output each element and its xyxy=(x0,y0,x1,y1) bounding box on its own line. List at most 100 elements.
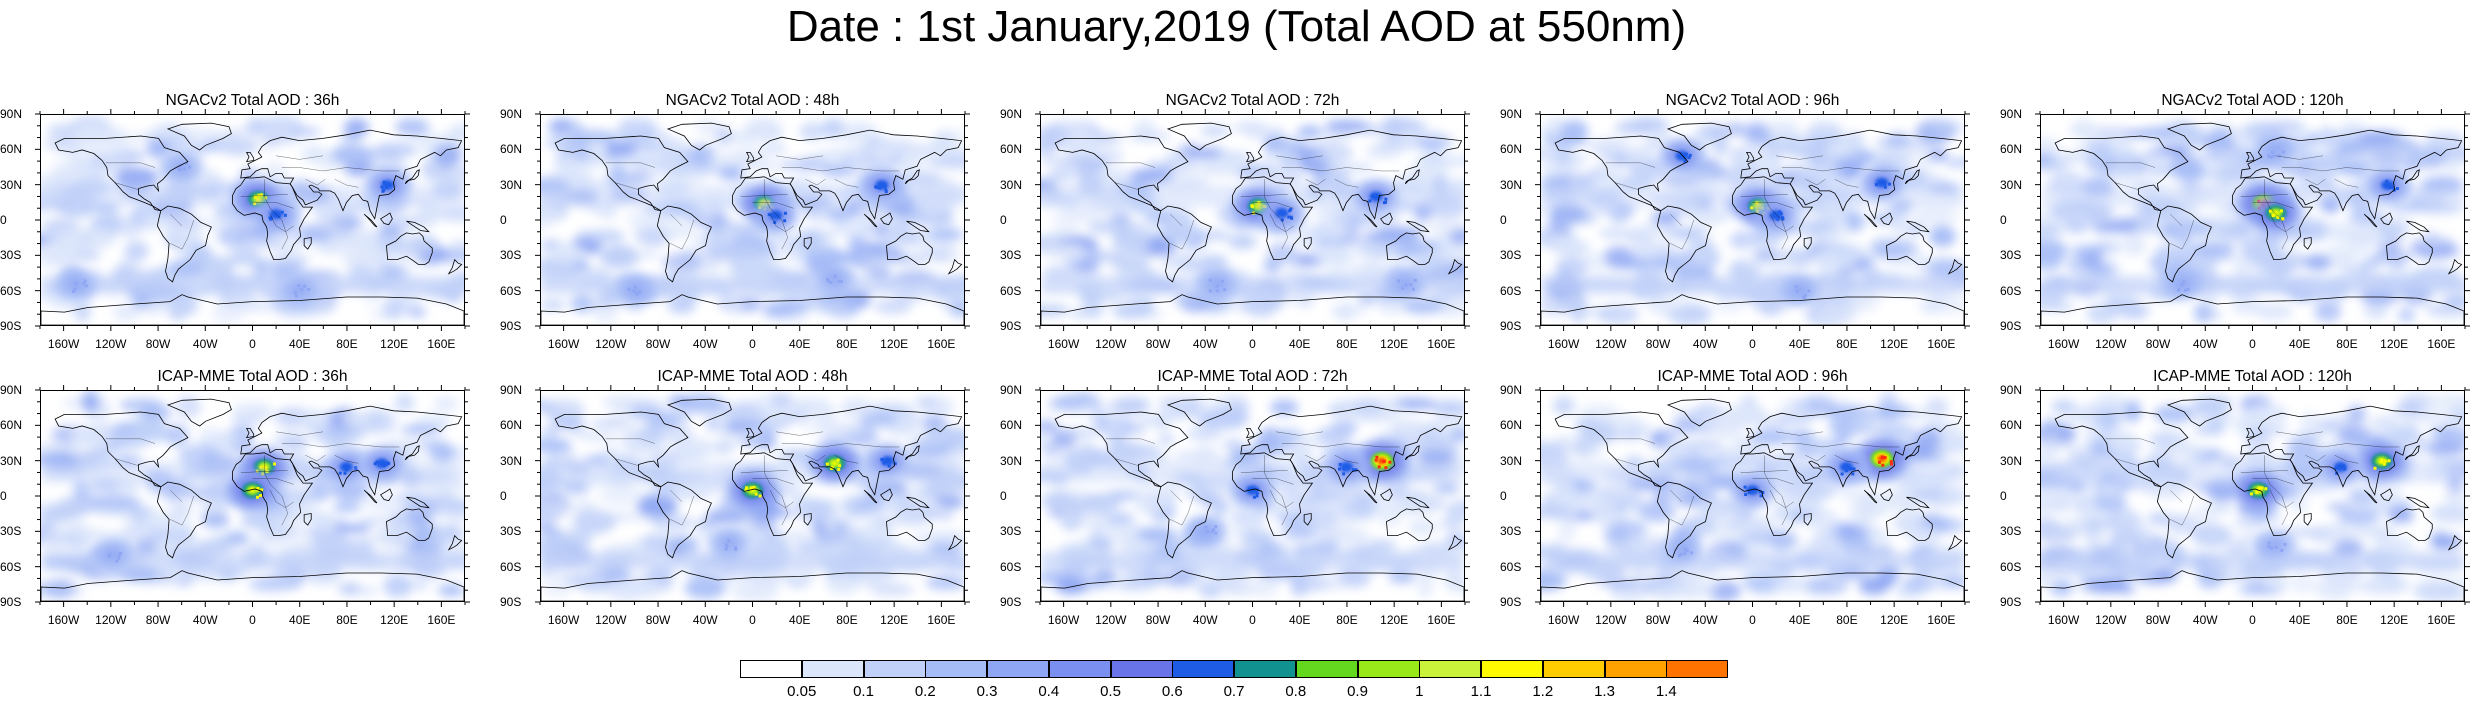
country-borders xyxy=(605,155,900,250)
latitude-tick-label: 30S xyxy=(500,524,522,539)
longitude-tick-label: 40W xyxy=(2192,613,2218,627)
aod-hotspots xyxy=(1196,178,1426,301)
australia-coastline xyxy=(1886,508,1933,541)
country-border xyxy=(1170,214,1183,226)
aod-field-svg xyxy=(41,391,464,601)
latitude-tick-label: 60S xyxy=(0,283,22,298)
country-borders xyxy=(105,431,400,526)
country-borders xyxy=(1105,155,1400,250)
colorbar-swatch xyxy=(1048,660,1111,678)
aod-map xyxy=(40,114,465,326)
country-border xyxy=(1764,179,1788,250)
longitude-tick-label: 160W xyxy=(547,337,580,351)
longitude-tick-label: 120W xyxy=(2095,337,2127,351)
country-border xyxy=(1264,455,1288,526)
longitude-tick-label: 160W xyxy=(47,337,80,351)
africa-coastline xyxy=(732,176,814,261)
longitude-tick-label: 120W xyxy=(2095,613,2127,627)
colorbar xyxy=(740,660,1733,680)
southAmerica-coastline xyxy=(156,481,212,559)
newguinea-coastline xyxy=(406,220,430,233)
latitude-tick-label: 30S xyxy=(500,248,522,263)
borneo-coastline xyxy=(2380,212,2393,226)
country-border xyxy=(1764,455,1788,526)
map-panel: NGACv2 Total AOD : 96h 90N 60N 30N 0 30S 60S 90… xyxy=(1500,92,1990,354)
panel-title: ICAP-MME Total AOD : 120h xyxy=(2153,368,2352,385)
country-border xyxy=(2240,470,2288,473)
longitude-tick-label: 160E xyxy=(1927,613,1956,627)
longitude-tick-label: 160W xyxy=(2047,613,2080,627)
sumatra-coastline xyxy=(2363,213,2378,228)
longitude-tick-label: 160W xyxy=(1547,337,1580,351)
colorbar-label: 0.4 xyxy=(1038,683,1060,700)
aod-field-svg xyxy=(2041,115,2464,325)
aod-hotspot xyxy=(90,538,133,571)
aod-hotspot xyxy=(864,443,911,479)
newzealand-coastline xyxy=(947,258,963,275)
longitude-tick-label: 40E xyxy=(1289,337,1311,351)
aod-hotspots xyxy=(1658,137,1906,306)
britain-coastline xyxy=(1745,427,1755,439)
colorbar-label: 1 xyxy=(1415,683,1424,700)
aod-hotspot xyxy=(358,445,406,482)
antarctica-coastline xyxy=(1041,570,1464,601)
latitude-tick-label: 90S xyxy=(500,319,522,333)
longitude-tick-label: 40E xyxy=(1789,337,1811,351)
latitude-tick-label: 90N xyxy=(1000,383,1023,397)
country-border xyxy=(1334,179,1359,188)
longitude-tick-label: 0 xyxy=(749,613,756,627)
latitude-tick-label: 30N xyxy=(500,453,523,468)
aod-hotspot xyxy=(814,262,856,295)
aod-map xyxy=(1540,390,1965,602)
longitude-tick-label: 40E xyxy=(289,337,311,351)
borneo-coastline xyxy=(880,212,893,226)
greenland-coastline xyxy=(2166,398,2232,427)
country-border xyxy=(740,194,788,197)
country-border xyxy=(114,182,139,190)
latitude-tick-label: 90N xyxy=(1500,383,1523,397)
colorbar-swatch xyxy=(1542,660,1605,678)
northAmerica-coastline xyxy=(2054,135,2189,212)
aod-hotspot xyxy=(1752,197,1800,234)
aod-hotspot xyxy=(1823,449,1870,485)
latitude-tick-label: 30S xyxy=(2000,248,2022,263)
latitude-tick-label: 60S xyxy=(1500,283,1522,298)
madagascar-coastline xyxy=(1803,237,1812,250)
latitude-tick-label: 0 xyxy=(0,213,7,227)
country-border xyxy=(1281,443,1400,448)
australia-coastline xyxy=(386,232,433,265)
australia-coastline xyxy=(2386,508,2433,541)
northAmerica-coastline xyxy=(554,411,689,488)
country-border xyxy=(281,443,400,448)
longitude-tick-label: 80W xyxy=(1645,613,1671,627)
country-border xyxy=(240,194,288,197)
longitude-tick-label: 80E xyxy=(1336,337,1358,351)
country-border xyxy=(2275,431,2323,436)
aod-hotspot xyxy=(1729,472,1776,508)
latitude-tick-label: 0 xyxy=(1500,489,1507,503)
colorbar-label: 1.3 xyxy=(1594,683,1615,700)
aod-hotspot xyxy=(278,274,321,306)
latitude-tick-label: 60N xyxy=(2000,418,2023,433)
colorbar-label: 0.7 xyxy=(1223,683,1245,700)
country-border xyxy=(170,219,194,250)
longitude-tick-label: 0 xyxy=(2249,613,2256,627)
aod-hotspot xyxy=(1858,164,1906,201)
longitude-tick-label: 40W xyxy=(692,337,718,351)
colorbar-swatch xyxy=(925,660,988,678)
country-borders xyxy=(2105,431,2400,526)
newzealand-coastline xyxy=(2447,258,2463,275)
southAmerica-coastline xyxy=(656,205,712,283)
aod-background-field xyxy=(1541,116,1964,325)
country-border xyxy=(269,490,294,508)
newzealand-coastline xyxy=(447,534,463,551)
newzealand-coastline xyxy=(947,534,963,551)
map-panel: NGACv2 Total AOD : 36h 90N 60N 30N 0 30S 60S 90… xyxy=(0,92,490,354)
country-border xyxy=(1105,438,1156,444)
latitude-tick-label: 90S xyxy=(1500,319,1522,333)
aod-hotspot xyxy=(1352,178,1400,215)
aod-map xyxy=(40,390,465,602)
longitude-tick-label: 40E xyxy=(1289,613,1311,627)
country-border xyxy=(1805,179,1826,186)
australia-coastline xyxy=(886,508,933,541)
